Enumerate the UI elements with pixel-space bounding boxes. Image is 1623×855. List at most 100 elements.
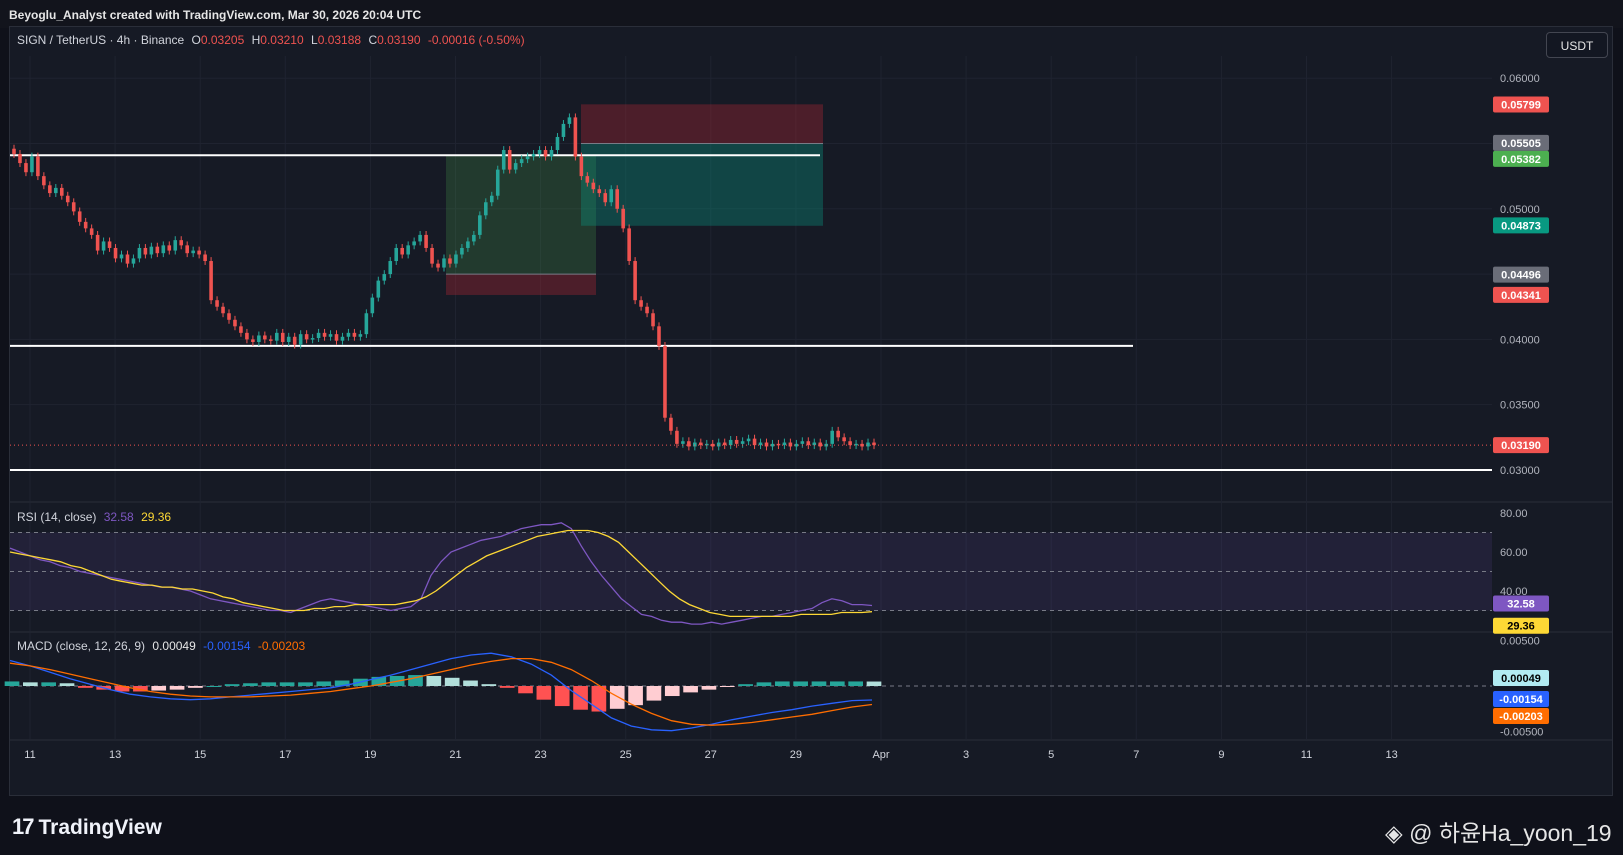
candle-body bbox=[472, 234, 476, 242]
macd-signal-value: -0.00203 bbox=[257, 639, 306, 653]
candle-body bbox=[681, 441, 685, 444]
candle-body bbox=[95, 234, 100, 251]
tradingview-logo[interactable]: 17 TradingView bbox=[12, 814, 162, 840]
macd-histogram-bar bbox=[316, 681, 332, 686]
macd-histogram-bar bbox=[4, 681, 20, 686]
candle-body bbox=[167, 245, 172, 251]
high-label: H bbox=[251, 33, 261, 47]
candle-body bbox=[573, 117, 578, 157]
candle-body bbox=[776, 443, 781, 446]
candle-body bbox=[36, 156, 40, 177]
macd-histogram-bar bbox=[554, 686, 570, 707]
y-tick-label: 0.03500 bbox=[1500, 400, 1540, 412]
candle-body bbox=[71, 202, 76, 212]
candle-body bbox=[842, 437, 846, 442]
candle-body bbox=[328, 334, 333, 337]
candle-body bbox=[227, 313, 231, 320]
candle-body bbox=[555, 136, 560, 151]
x-tick-label: 3 bbox=[963, 749, 969, 761]
candle-body bbox=[788, 442, 793, 447]
change-value: -0.00016 (-0.50%) bbox=[427, 33, 525, 47]
candle-body bbox=[310, 338, 315, 340]
candle-body bbox=[245, 332, 249, 340]
candle-body bbox=[316, 332, 321, 339]
macd-histogram-bar bbox=[298, 682, 313, 686]
rsi-tag-bg bbox=[1493, 595, 1549, 612]
price-tag: 0.05799 bbox=[1501, 99, 1541, 111]
macd-histogram-bar bbox=[499, 686, 515, 688]
candle-body bbox=[501, 150, 506, 170]
macd-y-tick: -0.00500 bbox=[1500, 727, 1543, 739]
candle-body bbox=[627, 228, 631, 262]
macd-hist-value: 0.00049 bbox=[152, 639, 196, 653]
macd-histogram-bar bbox=[224, 684, 240, 686]
x-tick-label: 25 bbox=[620, 749, 632, 761]
macd-histogram-bar bbox=[609, 686, 625, 709]
low-value: 0.03188 bbox=[317, 33, 362, 47]
rsi-ma-value: 29.36 bbox=[141, 510, 172, 524]
macd-histogram-bar bbox=[591, 686, 607, 712]
macd-hist-tag-bg bbox=[1493, 670, 1549, 686]
candle-body bbox=[257, 335, 261, 342]
candle-body bbox=[591, 182, 596, 190]
price-tag-bg bbox=[1493, 150, 1549, 167]
macd-histogram-bar bbox=[408, 675, 423, 686]
macd-histogram-bar bbox=[481, 684, 497, 686]
candle-body bbox=[286, 336, 291, 342]
candle-body bbox=[746, 438, 751, 442]
candle-body bbox=[24, 163, 28, 173]
candle-body bbox=[687, 441, 691, 447]
candle-body bbox=[806, 441, 811, 446]
candle-body bbox=[495, 169, 500, 196]
candle-body bbox=[704, 443, 709, 446]
macd-histogram-bar bbox=[169, 686, 185, 690]
credit-text: Beyoglu_Analyst created with TradingView… bbox=[9, 8, 422, 22]
x-tick-label: 21 bbox=[449, 749, 461, 761]
candle-body bbox=[191, 250, 195, 254]
macd-histogram-bar bbox=[133, 686, 148, 692]
candle-body bbox=[59, 187, 64, 196]
candle-body bbox=[346, 332, 351, 337]
macd-line-value: -0.00154 bbox=[203, 639, 251, 653]
x-tick-label: 19 bbox=[364, 749, 376, 761]
rsi-title: RSI (14, close) bbox=[17, 510, 97, 524]
price-tag-bg bbox=[1493, 437, 1549, 454]
macd-histogram-bar bbox=[463, 680, 478, 686]
candle-body bbox=[113, 247, 118, 259]
candle-body bbox=[107, 241, 112, 248]
candle-body bbox=[233, 319, 237, 327]
candle-body bbox=[460, 247, 464, 255]
candle-body bbox=[734, 439, 739, 444]
candle-body bbox=[603, 193, 608, 203]
x-tick-label: 17 bbox=[279, 749, 291, 761]
candle-body bbox=[830, 430, 834, 444]
candle-body bbox=[430, 247, 434, 264]
candle-body bbox=[65, 195, 70, 203]
x-tick-label: 11 bbox=[1301, 749, 1312, 761]
candle-body bbox=[854, 443, 858, 446]
tv-logo-icon: 17 bbox=[12, 814, 35, 839]
rsi-y-tick: 80.00 bbox=[1500, 508, 1528, 520]
y-tick-label: 0.04000 bbox=[1500, 334, 1540, 346]
currency-button[interactable]: USDT bbox=[1546, 32, 1608, 58]
candle-body bbox=[436, 263, 440, 268]
macd-histogram-bar bbox=[518, 686, 533, 694]
candle-body bbox=[716, 442, 721, 447]
brand-text: TradingView bbox=[38, 816, 162, 839]
candle-body bbox=[185, 245, 189, 254]
candle-body bbox=[507, 150, 512, 170]
candle-body bbox=[442, 258, 446, 268]
candle-body bbox=[657, 326, 661, 346]
candle-body bbox=[400, 247, 404, 255]
macd-legend: MACD (close, 12, 26, 9) 0.00049 -0.00154… bbox=[17, 639, 309, 653]
candle-body bbox=[209, 261, 213, 301]
x-tick-label: 9 bbox=[1218, 749, 1224, 761]
price-tag-bg bbox=[1493, 96, 1549, 113]
candle-body bbox=[269, 339, 273, 341]
candle-body bbox=[525, 156, 530, 160]
candle-body bbox=[352, 332, 357, 337]
candle-body bbox=[221, 306, 225, 314]
rsi-ma-line bbox=[9, 529, 873, 618]
rsi-y-tick: 40.00 bbox=[1500, 586, 1528, 598]
